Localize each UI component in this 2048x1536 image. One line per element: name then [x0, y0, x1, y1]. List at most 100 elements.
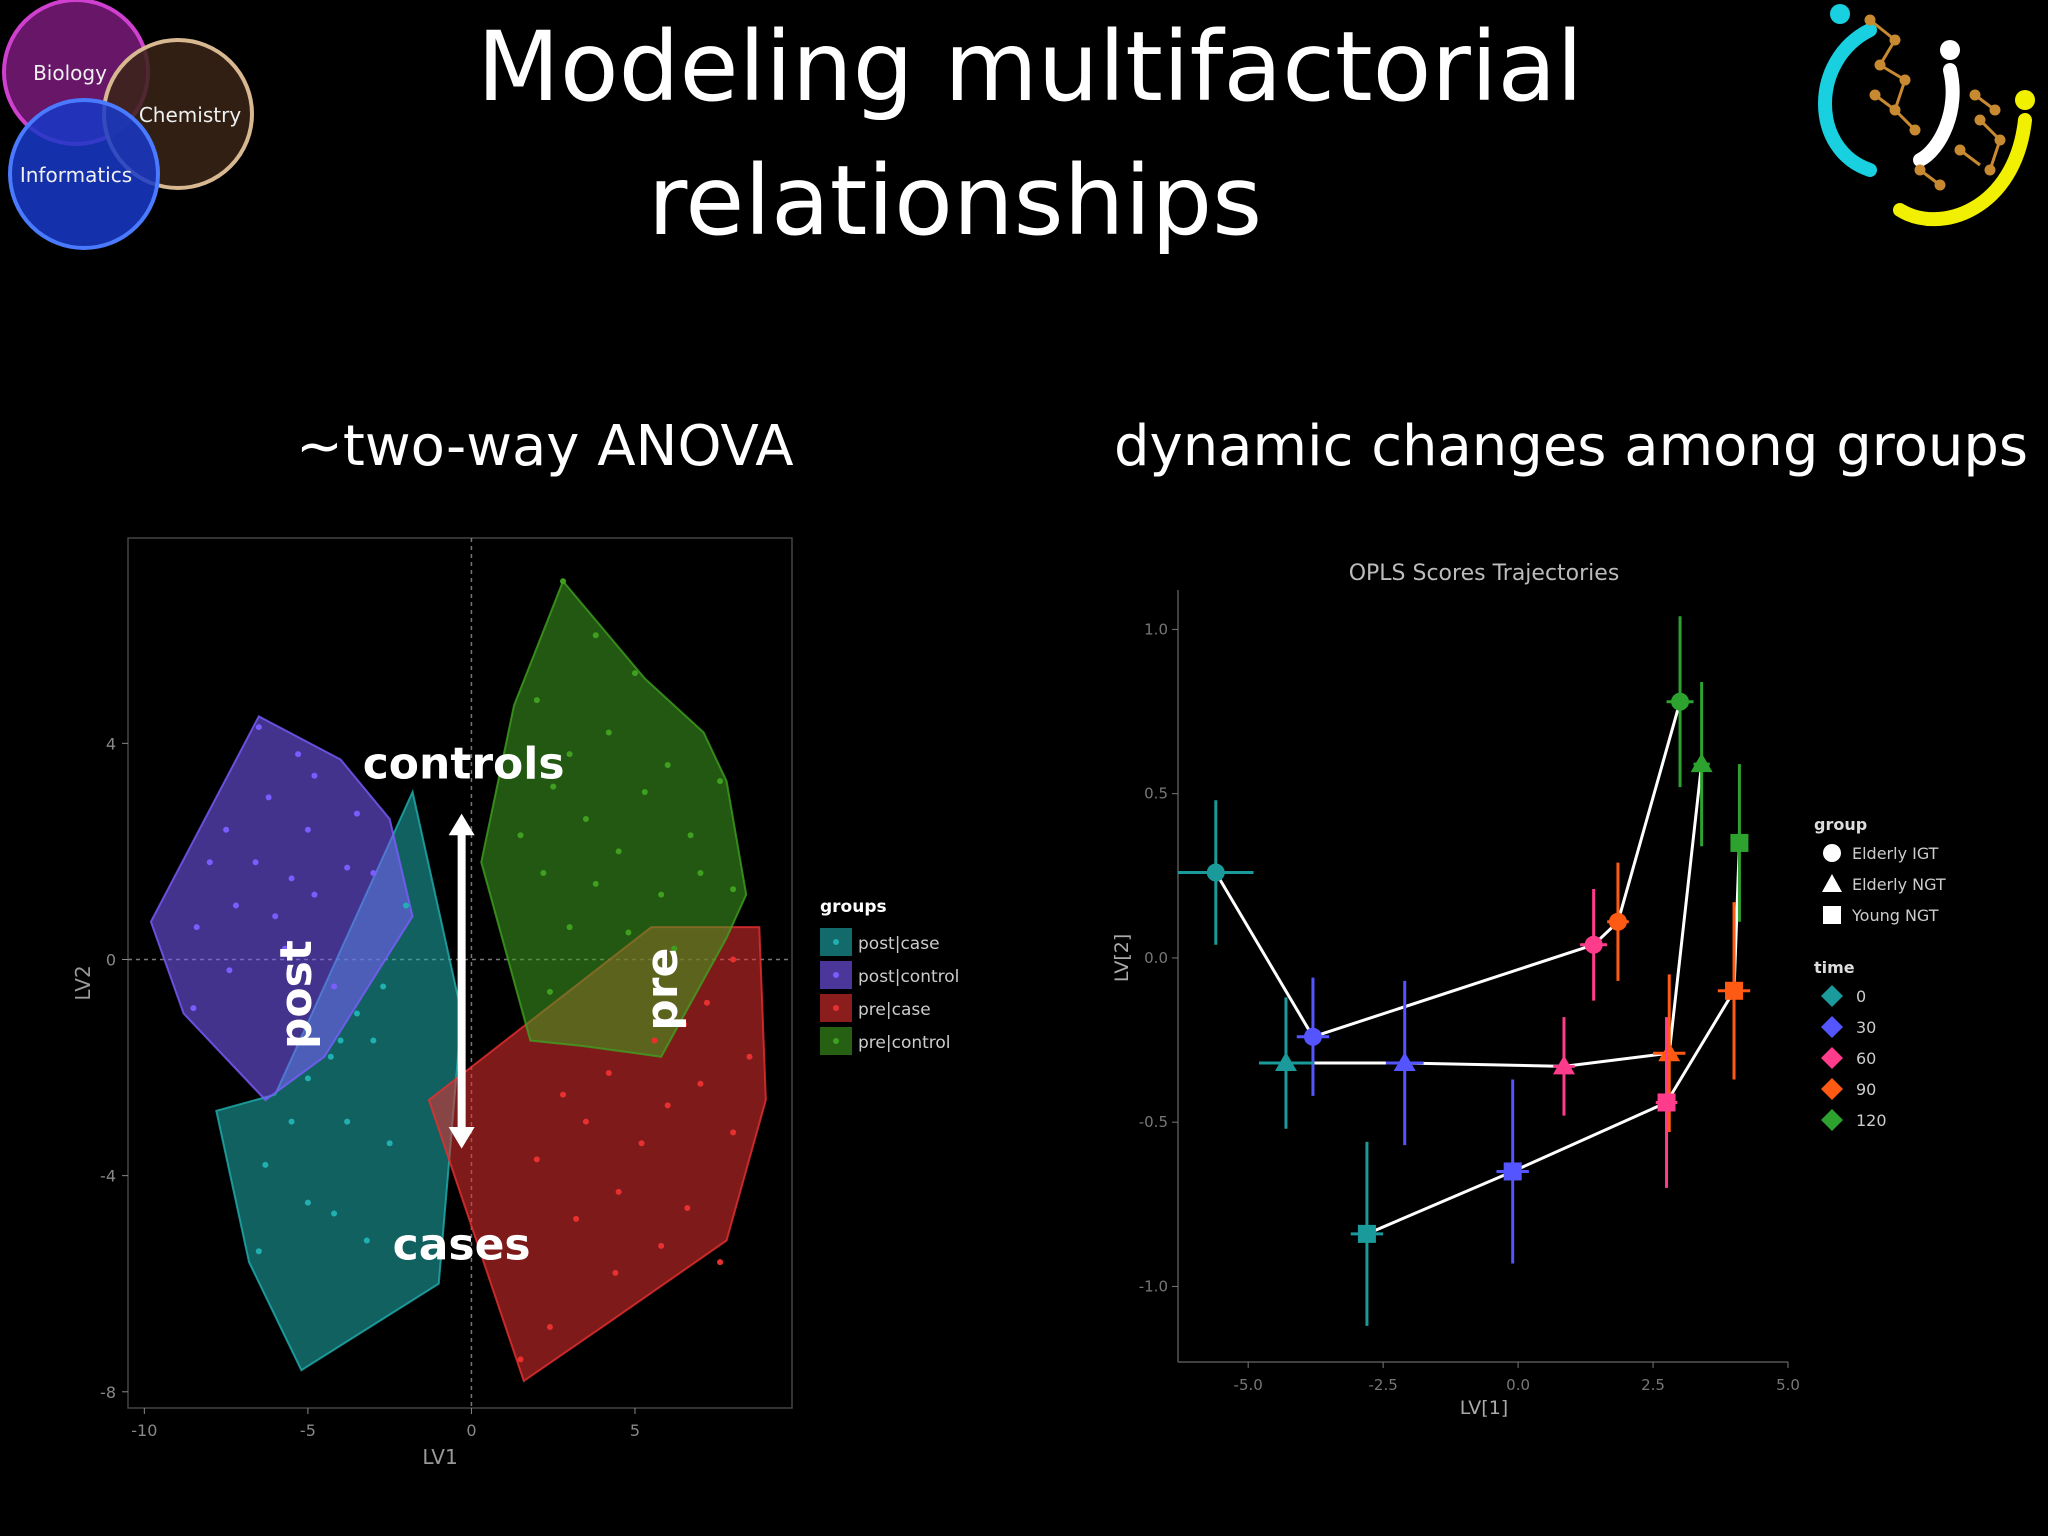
marker-square [1725, 981, 1744, 1000]
marker-triangle [1393, 1052, 1416, 1072]
slide-title-line2: relationships [647, 145, 1263, 257]
logo-dot-cyan [1830, 4, 1850, 24]
data-point-pre-control [730, 886, 737, 893]
venn-label-chemistry: Chemistry [139, 103, 241, 127]
data-point-pre-control [605, 729, 612, 736]
data-point-post-control [311, 891, 318, 898]
marker-triangle [1552, 1055, 1575, 1075]
y-tick-label: 4 [106, 734, 116, 753]
hull-post-control [149, 714, 414, 1102]
data-point-pre-case [560, 1091, 567, 1098]
data-point-pre-case [730, 1129, 737, 1136]
legend-group-label: Elderly IGT [1852, 844, 1939, 863]
data-point-pre-case [684, 1205, 691, 1212]
data-point-pre-control [550, 783, 557, 790]
data-point-pre-case [664, 1102, 671, 1109]
data-point-post-case [255, 1248, 262, 1255]
logo-dot-white [1940, 40, 1960, 60]
x-tick-label: 5.0 [1776, 1376, 1800, 1394]
data-point-post-case [403, 902, 410, 909]
marker-triangle [1690, 753, 1713, 773]
annotation-controls: controls [363, 738, 565, 789]
y-tick-label: 1.0 [1144, 620, 1168, 638]
arrow-head-down [448, 1127, 475, 1149]
legend-time-swatch [1821, 1047, 1843, 1069]
slide-title-line1: Modeling multifactorial [477, 11, 1583, 123]
annotation-pre: pre [637, 948, 688, 1031]
data-point-post-control [295, 751, 302, 758]
data-point-post-control [232, 902, 239, 909]
arrow-head-up [448, 813, 475, 836]
data-point-pre-case [746, 1053, 753, 1060]
legend-time-swatch [1821, 1078, 1843, 1100]
data-point-pre-control [540, 870, 547, 877]
marker-square [1503, 1162, 1522, 1181]
marker-circle [1608, 912, 1627, 931]
right-subtitle: dynamic changes among groups [1114, 414, 2029, 479]
marker-circle [1303, 1027, 1322, 1046]
legend-title: groups [820, 897, 887, 917]
data-point-pre-case [517, 1356, 524, 1363]
legend-time-swatch [1821, 1016, 1843, 1038]
data-point-pre-case [697, 1080, 704, 1087]
data-point-pre-case [533, 1156, 540, 1163]
data-point-post-case [363, 1237, 370, 1244]
data-point-pre-control [697, 870, 704, 877]
data-point-post-control [193, 924, 200, 931]
y-tick-label: -4 [100, 1167, 116, 1186]
data-point-post-case [370, 1037, 377, 1044]
data-point-post-control [304, 826, 311, 833]
logo-cyan-arc [1818, 23, 1877, 177]
y-tick-label: -1.0 [1139, 1277, 1168, 1295]
data-point-post-control [353, 810, 360, 817]
legend-label: pre|case [858, 1000, 931, 1020]
trajectory-line [1285, 763, 1704, 1068]
data-point-pre-case [605, 1069, 612, 1076]
data-point-pre-case [573, 1215, 580, 1222]
x-axis-label: LV1 [422, 1445, 457, 1469]
data-point-post-case [344, 1118, 351, 1125]
x-tick-label: -2.5 [1368, 1376, 1397, 1394]
annotation-post: post [271, 940, 322, 1049]
data-point-post-case [331, 1210, 338, 1217]
marker-square [1357, 1224, 1376, 1243]
data-point-pre-control [664, 761, 671, 768]
marker-circle [1584, 935, 1603, 954]
legend-swatch-dot [833, 1005, 839, 1011]
data-point-pre-control [517, 832, 524, 839]
data-point-post-control [370, 870, 377, 877]
data-point-post-case [304, 1199, 311, 1206]
trajectory-line [1214, 701, 1682, 1039]
data-point-pre-case [546, 1323, 553, 1330]
annotation-cases: cases [393, 1219, 531, 1270]
venn-label-informatics: Informatics [20, 163, 132, 187]
x-tick-label: -10 [131, 1421, 157, 1440]
y-tick-label: 0.5 [1144, 785, 1168, 803]
hull-pre-case [427, 926, 767, 1383]
data-point-post-case [304, 1075, 311, 1082]
data-point-pre-case [638, 1140, 645, 1147]
marker-circle [1206, 863, 1225, 882]
data-point-pre-control [592, 632, 599, 639]
legend-label: post|control [858, 967, 959, 987]
data-point-pre-control [625, 929, 632, 936]
data-point-pre-control [631, 670, 638, 677]
institute-logo [1818, 4, 2035, 227]
left-subtitle: ~two-way ANOVA [296, 414, 794, 479]
data-point-pre-case [730, 956, 737, 963]
legend-swatch-dot [833, 939, 839, 945]
logo-dot-yellow [2015, 90, 2035, 110]
legend-time-swatch [1821, 1109, 1843, 1131]
data-point-post-case [327, 1053, 334, 1060]
data-point-post-control [288, 875, 295, 882]
data-point-post-case [353, 1010, 360, 1017]
trajectory-line [1366, 842, 1741, 1236]
logo-yellow-arc [1893, 113, 2032, 227]
y-tick-label: -0.5 [1139, 1113, 1168, 1131]
data-point-post-control [331, 983, 338, 990]
legend-swatch-dot [833, 1038, 839, 1044]
chart-title: OPLS Scores Trajectories [1349, 561, 1620, 586]
x-axis-label: LV[1] [1460, 1397, 1508, 1419]
legend-group-label: Elderly NGT [1852, 875, 1946, 894]
